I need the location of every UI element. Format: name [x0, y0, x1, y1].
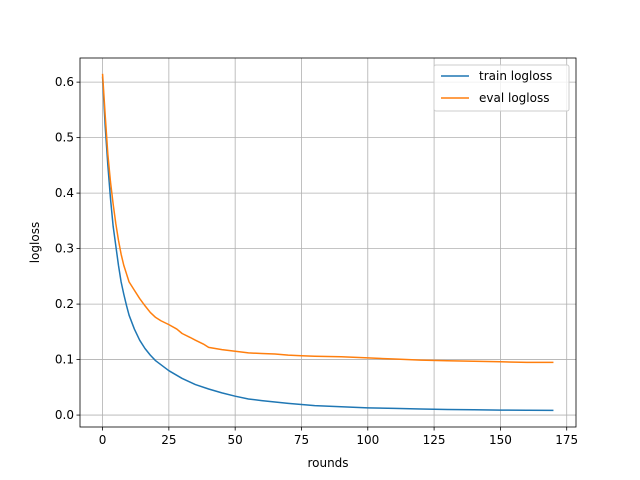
- x-tick-label: 125: [423, 433, 446, 447]
- x-tick-label: 175: [555, 433, 578, 447]
- y-axis-label: logloss: [28, 222, 42, 263]
- legend-label-train: train logloss: [479, 69, 552, 83]
- x-tick-label: 0: [99, 433, 107, 447]
- y-tick-label: 0.2: [55, 297, 74, 311]
- legend: train logloss eval logloss: [433, 64, 570, 112]
- x-tick-label: 100: [356, 433, 379, 447]
- y-tick-label: 0.6: [55, 75, 74, 89]
- y-tick-label: 0.1: [55, 353, 74, 367]
- series-line-train-logloss: [101, 76, 554, 412]
- legend-label-eval: eval logloss: [479, 91, 549, 105]
- series-lines: [101, 73, 554, 412]
- grid: [80, 58, 576, 427]
- x-axis-label: rounds: [307, 456, 348, 470]
- y-tick-label: 0.4: [55, 186, 74, 200]
- x-tick-label: 50: [228, 433, 243, 447]
- axis-ticks: 0 25 50 75 100 125 150 175 0.0 0.1 0.2 0.3 0.4 0.5 0.6: [55, 75, 578, 447]
- x-tick-label: 150: [489, 433, 512, 447]
- x-tick-label: 25: [161, 433, 176, 447]
- y-tick-label: 0.5: [55, 131, 74, 145]
- y-tick-label: 0.0: [55, 408, 74, 422]
- x-tick-label: 75: [294, 433, 309, 447]
- y-tick-label: 0.3: [55, 242, 74, 256]
- plot-frame: [79, 57, 577, 428]
- series-line-eval-logloss: [101, 73, 554, 364]
